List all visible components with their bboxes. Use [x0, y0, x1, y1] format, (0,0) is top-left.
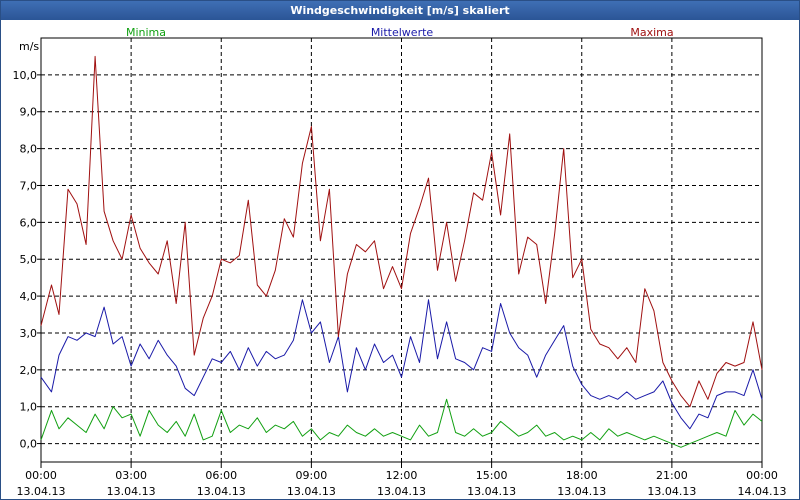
x-tick-time: 00:00: [746, 469, 778, 482]
x-tick-date: 13.04.13: [17, 485, 66, 498]
x-tick-time: 06:00: [205, 469, 237, 482]
y-tick-label: 1,0: [20, 401, 38, 414]
series-mittelwerte: [40, 299, 763, 430]
series-minima: [40, 398, 763, 448]
y-tick-label: 10,0: [13, 69, 38, 82]
y-axis-label: m/s: [19, 40, 39, 53]
x-tick-date: 13.04.13: [377, 485, 426, 498]
x-tick-date: 13.04.13: [647, 485, 696, 498]
series-lines: [40, 55, 763, 448]
x-tick-time: 18:00: [566, 469, 598, 482]
series-maxima: [40, 55, 763, 408]
y-tick-label: 3,0: [20, 327, 38, 340]
x-tick-date: 13.04.13: [197, 485, 246, 498]
x-tick-date: 13.04.13: [287, 485, 336, 498]
x-tick-time: 03:00: [115, 469, 147, 482]
x-tick-date: 13.04.13: [467, 485, 516, 498]
y-axis-ticks: 0,0 1,0 2,0 3,0 4,0 5,0 6,0 7,0 8,0 9,0 10,0: [13, 69, 41, 451]
x-tick-time: 09:00: [296, 469, 328, 482]
y-tick-label: 2,0: [20, 364, 38, 377]
legend-mittelwerte: Mittelwerte: [371, 26, 434, 39]
x-tick-date: 13.04.13: [107, 485, 156, 498]
x-tick-time: 00:00: [25, 469, 57, 482]
window-title: Windgeschwindigkeit [m/s] skaliert: [1, 1, 799, 20]
chart-svg: 0,0 1,0 2,0 3,0 4,0 5,0 6,0 7,0 8,0 9,0 10,0 00:00…: [13, 26, 787, 498]
y-tick-label: 6,0: [20, 216, 38, 229]
y-tick-label: 7,0: [20, 179, 38, 192]
x-axis-ticks: 00:00 13.04.13 03:00 13.04.13 06:00 13.04.13 0…: [17, 462, 787, 498]
x-tick-time: 12:00: [386, 469, 418, 482]
y-tick-label: 8,0: [20, 143, 38, 156]
grid-lines: [41, 38, 762, 462]
y-tick-label: 5,0: [20, 253, 38, 266]
x-tick-time: 21:00: [656, 469, 688, 482]
legend-maxima: Maxima: [630, 26, 673, 39]
y-tick-label: 0,0: [20, 438, 38, 451]
x-tick-date: 14.04.13: [738, 485, 787, 498]
y-tick-label: 4,0: [20, 290, 38, 303]
x-tick-time: 15:00: [476, 469, 508, 482]
y-tick-label: 9,0: [20, 106, 38, 119]
legend-minima: Minima: [126, 26, 166, 39]
x-tick-date: 13.04.13: [557, 485, 606, 498]
